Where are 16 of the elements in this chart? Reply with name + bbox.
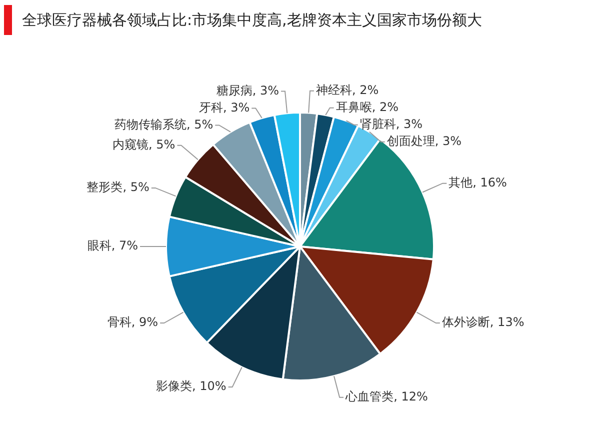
slice-label: 耳鼻喉, 2% xyxy=(336,100,398,114)
slice-label: 心血管类, 12% xyxy=(344,390,428,404)
slice-label: 肾脏科, 3% xyxy=(360,116,423,131)
slice-label: 内窥镜, 5% xyxy=(112,138,176,152)
slice-label: 创面处理, 3% xyxy=(386,134,462,148)
slice-label: 其他, 16% xyxy=(448,175,507,190)
slice-label: 影像类, 10% xyxy=(156,379,226,394)
slice-label: 骨科, 9% xyxy=(107,315,158,330)
slice-label: 牙科, 3% xyxy=(198,100,250,114)
slice-label: 体外诊断, 13% xyxy=(442,315,524,330)
slice-label: 眼科, 7% xyxy=(87,238,138,253)
slice-label: 神经科, 2% xyxy=(316,82,379,97)
slice-label: 药物传输系统, 5% xyxy=(114,117,214,132)
chart-title: 全球医疗器械各领域占比:市场集中度高,老牌资本主义国家市场份额大 xyxy=(22,10,482,30)
slice-label: 整形类, 5% xyxy=(86,180,150,194)
slice-label: 糖尿病, 3% xyxy=(216,83,280,98)
